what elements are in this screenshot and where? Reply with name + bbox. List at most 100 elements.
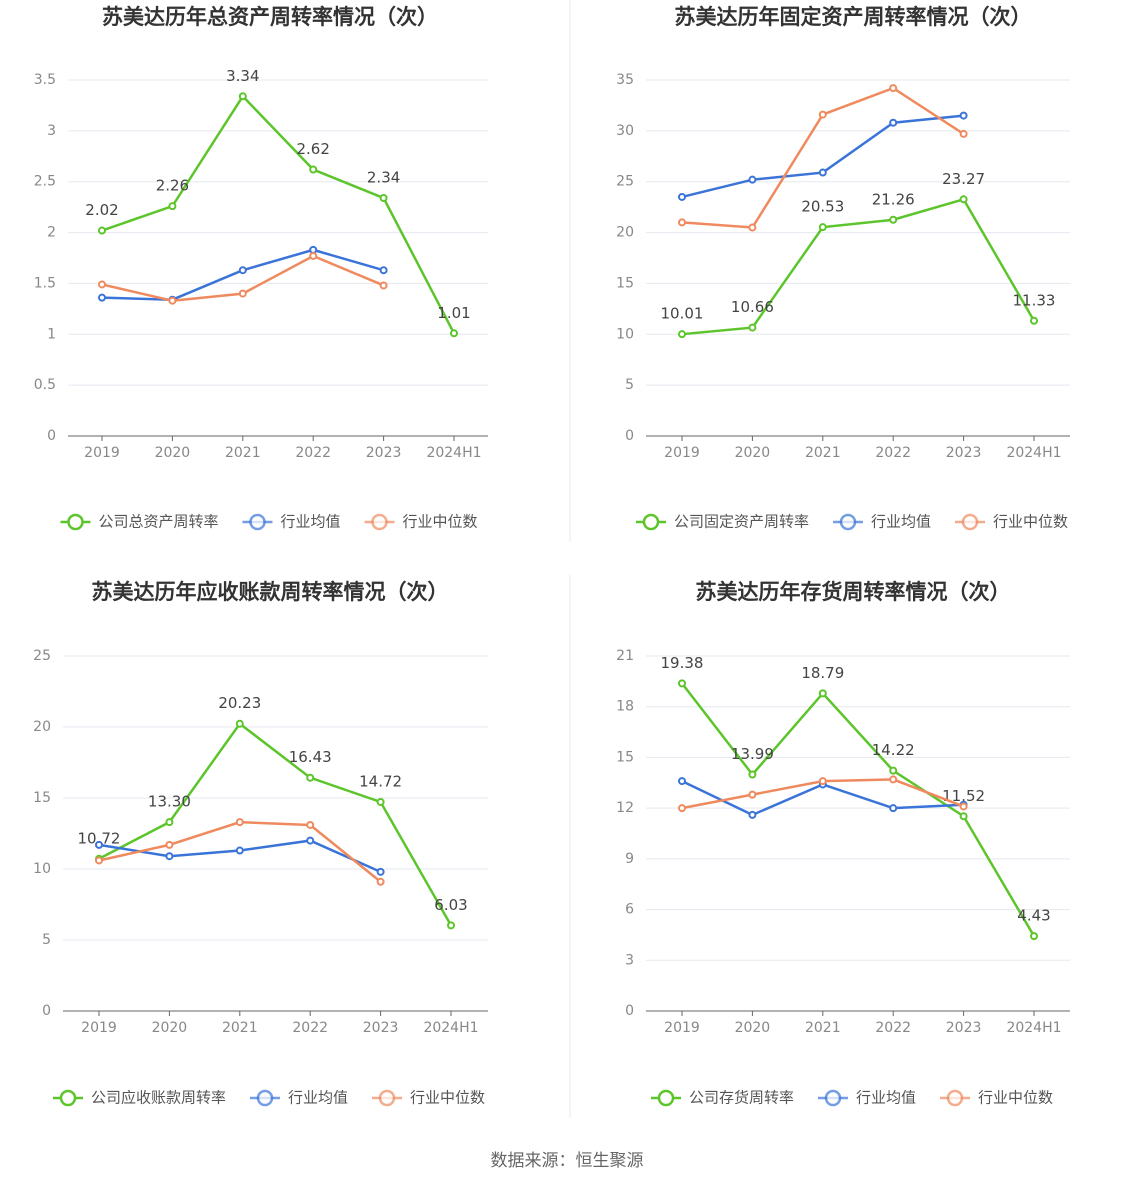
y-tick-label: 2: [47, 225, 56, 241]
y-tick-label: 1: [47, 326, 56, 342]
point: [818, 777, 827, 786]
legend-label: 行业中位数: [978, 1089, 1053, 1107]
y-tick-label: 5: [42, 932, 51, 948]
data-label: 10.66: [731, 298, 774, 316]
point: [98, 293, 106, 302]
x-tick-label: 2024H1: [1006, 1020, 1061, 1036]
series-line: [681, 682, 1036, 937]
x-tick-label: 2022: [875, 1020, 911, 1036]
data-label: 10.72: [78, 829, 121, 847]
y-tick-label: 0: [47, 428, 56, 444]
legend-label: 公司总资产周转率: [99, 513, 219, 531]
data-label: 6.03: [434, 896, 467, 914]
x-tick-label: 2019: [81, 1020, 117, 1036]
source: 数据来源：恒生聚源: [491, 1151, 644, 1171]
point: [748, 790, 757, 799]
data-label: 2.02: [85, 201, 118, 219]
data-label: 2.26: [156, 177, 189, 195]
legend-label: 公司固定资产周转率: [674, 513, 809, 531]
point: [1030, 316, 1038, 325]
point: [306, 836, 315, 845]
x-tick-label: 2020: [735, 1020, 771, 1036]
point: [309, 165, 318, 174]
data-label: 21.26: [872, 190, 915, 208]
y-tick-label: 0: [42, 1003, 51, 1019]
data-label: 19.38: [661, 654, 704, 672]
y-tick-label: 25: [33, 648, 51, 664]
legend-marker: [839, 513, 857, 531]
chart-title: 苏美达历年固定资产周转率情况（次）: [675, 5, 1032, 29]
x-tick-label: 2020: [735, 445, 771, 461]
x-tick-label: 2021: [805, 445, 841, 461]
point: [309, 251, 318, 260]
y-tick-label: 21: [616, 648, 634, 664]
y-tick-label: 30: [616, 123, 634, 139]
point: [309, 245, 318, 254]
point: [959, 111, 968, 120]
y-tick-label: 3: [47, 123, 56, 139]
legend-label: 行业均值: [288, 1089, 348, 1107]
x-tick-label: 2020: [152, 1020, 188, 1036]
y-tick-label: 3.5: [34, 72, 56, 88]
chart-title: 苏美达历年应收账款周转率情况（次）: [92, 580, 449, 604]
x-tick-label: 2024H1: [426, 445, 481, 461]
point: [306, 820, 315, 829]
x-tick-label: 2023: [363, 1020, 399, 1036]
x-tick-label: 2021: [222, 1020, 258, 1036]
point: [678, 330, 686, 339]
point: [818, 110, 827, 119]
x-tick-label: 2021: [225, 445, 261, 461]
x-tick-label: 2022: [295, 445, 331, 461]
point: [889, 804, 898, 813]
data-label: 4.43: [1017, 907, 1050, 925]
point: [748, 810, 757, 819]
legend-marker: [961, 513, 979, 531]
point: [818, 168, 827, 177]
point: [959, 129, 968, 138]
point: [379, 281, 388, 290]
data-label: 20.53: [801, 198, 844, 216]
point: [98, 226, 106, 235]
data-label: 20.23: [218, 694, 261, 712]
y-tick-label: 10: [616, 326, 634, 342]
point: [678, 804, 686, 813]
legend-marker: [657, 1089, 675, 1107]
point: [165, 840, 174, 849]
data-label: 11.52: [942, 787, 985, 805]
chart-title: 苏美达历年存货周转率情况（次）: [696, 580, 1011, 604]
point: [376, 877, 385, 886]
x-tick-label: 2021: [805, 1020, 841, 1036]
point: [959, 802, 968, 811]
y-tick-label: 3: [625, 952, 634, 968]
data-label: 13.30: [148, 793, 191, 811]
y-tick-label: 9: [625, 851, 634, 867]
legend-marker: [59, 1089, 77, 1107]
x-tick-label: 2023: [366, 445, 402, 461]
point: [748, 175, 757, 184]
point: [165, 818, 174, 827]
data-label: 14.22: [872, 741, 915, 759]
y-tick-label: 20: [616, 225, 634, 241]
point: [818, 689, 827, 698]
point: [165, 852, 174, 861]
point: [376, 867, 385, 876]
x-tick-label: 2019: [84, 445, 120, 461]
y-tick-label: 20: [33, 719, 51, 735]
data-label: 11.33: [1013, 291, 1056, 309]
data-label: 10.01: [661, 305, 704, 323]
legend-label: 行业中位数: [403, 513, 478, 531]
point: [748, 770, 757, 779]
legend-marker: [249, 513, 266, 531]
x-tick-label: 2020: [155, 445, 191, 461]
point: [889, 118, 898, 127]
y-tick-label: 2.5: [34, 174, 56, 190]
data-label: 1.01: [437, 304, 470, 322]
point: [678, 777, 686, 786]
y-tick-label: 0.5: [34, 377, 56, 393]
point: [235, 719, 244, 728]
x-tick-label: 2023: [946, 445, 982, 461]
data-label: 18.79: [801, 664, 844, 682]
point: [678, 218, 686, 227]
series-line: [98, 839, 382, 873]
series-line: [681, 114, 964, 199]
